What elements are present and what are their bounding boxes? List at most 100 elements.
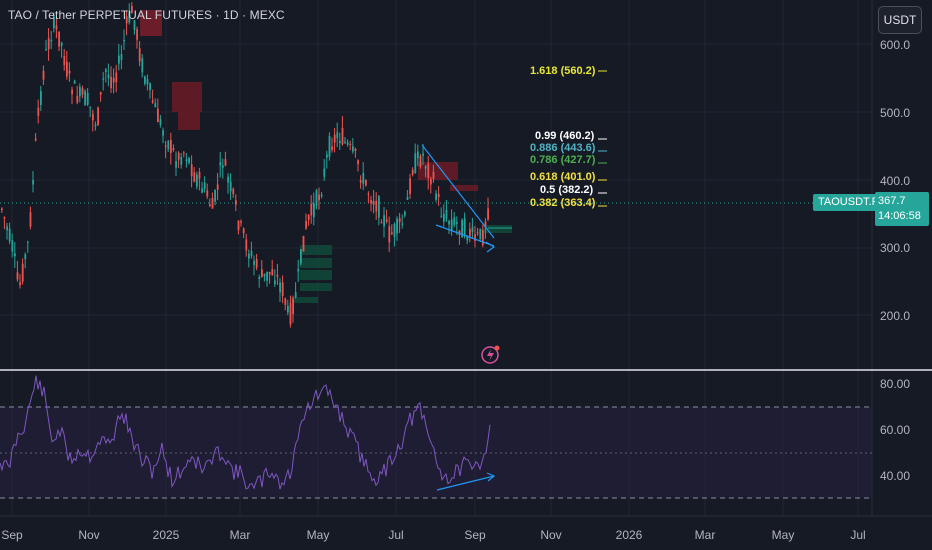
candle-body xyxy=(458,230,461,235)
order-block xyxy=(484,225,512,233)
candle-body xyxy=(180,156,183,165)
candle-body xyxy=(128,11,131,23)
symbol-price-label: TAOUSDT.P xyxy=(813,194,884,211)
candle-body xyxy=(138,48,141,62)
candle-body xyxy=(170,139,172,153)
candle-body xyxy=(292,298,294,315)
time-axis-tick: 2026 xyxy=(615,528,643,542)
candle-body xyxy=(310,203,313,216)
currency-button[interactable]: USDT xyxy=(878,6,922,34)
candle-body xyxy=(164,145,167,147)
candle-body xyxy=(159,119,162,125)
candle-body xyxy=(89,106,92,109)
candle-body xyxy=(232,188,235,194)
candle-body xyxy=(105,69,107,72)
candle-body xyxy=(40,91,42,106)
candle-body xyxy=(375,200,378,212)
drawing-overlays xyxy=(421,70,607,364)
candle-body xyxy=(388,226,391,243)
fib-level-label: 0.5 (382.2) xyxy=(540,184,594,196)
candle-body xyxy=(68,70,71,74)
candle-body xyxy=(245,239,248,251)
candle-body xyxy=(435,193,437,200)
order-block xyxy=(178,112,200,130)
time-axis-tick: Mar xyxy=(694,528,716,542)
order-block xyxy=(300,270,332,280)
candle-body xyxy=(287,305,289,313)
candle-body xyxy=(216,184,219,190)
price-axis-tick: 400.0 xyxy=(880,174,911,188)
candle-body xyxy=(409,178,411,195)
candle-body xyxy=(336,132,339,139)
candle-body xyxy=(219,162,222,166)
candle-body xyxy=(445,210,448,219)
candle-body xyxy=(261,269,263,277)
candle-body xyxy=(198,172,201,179)
candle-body xyxy=(240,221,242,223)
candle-body xyxy=(120,54,123,60)
candle-body xyxy=(211,198,214,209)
candle-body xyxy=(487,208,489,220)
candle-body xyxy=(214,190,216,202)
candle-body xyxy=(268,271,271,275)
candle-body xyxy=(294,292,297,298)
candle-body xyxy=(118,55,120,64)
candle-body xyxy=(307,215,310,220)
candle-body xyxy=(177,152,180,160)
candle-body xyxy=(123,40,125,42)
candle-body xyxy=(250,251,253,256)
candle-body xyxy=(185,159,188,162)
candle-body xyxy=(11,240,14,252)
candle-body xyxy=(45,48,47,50)
candle-body xyxy=(253,260,255,265)
candle-body xyxy=(305,220,307,229)
order-block xyxy=(300,283,332,291)
rsi-panel xyxy=(0,375,872,499)
candle-body xyxy=(482,229,484,246)
time-axis-tick: Sep xyxy=(1,528,23,542)
candle-body xyxy=(359,180,362,183)
candle-body xyxy=(404,211,406,216)
candle-body xyxy=(281,282,284,297)
candle-body xyxy=(357,160,359,165)
fib-level-label: 0.99 (460.2) xyxy=(535,130,595,142)
candle-body xyxy=(456,222,458,224)
candle-body xyxy=(443,213,445,222)
candle-body xyxy=(339,140,341,143)
candle-body xyxy=(476,232,479,234)
candle-body xyxy=(97,107,99,126)
candle-body xyxy=(141,58,144,73)
candle-body xyxy=(349,144,352,146)
candle-body xyxy=(92,113,94,121)
candle-body xyxy=(300,249,302,264)
candle-body xyxy=(50,39,53,42)
candle-body xyxy=(81,88,84,95)
candle-body xyxy=(237,221,240,231)
candle-body xyxy=(3,217,6,219)
fib-level-label: 0.786 (427.7) xyxy=(530,154,596,166)
candle-body xyxy=(297,268,300,272)
candle-body xyxy=(331,146,333,151)
candle-body xyxy=(162,130,164,136)
fib-level-label: 0.886 (443.6) xyxy=(530,142,596,154)
candle-body xyxy=(479,228,482,240)
order-block xyxy=(172,82,202,112)
candle-body xyxy=(235,200,237,205)
candle-body xyxy=(318,194,320,201)
candle-body xyxy=(276,274,279,277)
candle-body xyxy=(385,219,388,222)
candle-body xyxy=(34,138,37,141)
candle-body xyxy=(73,80,76,84)
candle-body xyxy=(372,200,375,205)
candle-body xyxy=(378,196,380,218)
order-block xyxy=(300,258,332,268)
candle-body xyxy=(352,146,354,152)
rsi-divergence-line xyxy=(436,475,495,491)
candle-body xyxy=(461,219,463,238)
candle-body xyxy=(248,253,250,259)
candle-body xyxy=(110,76,112,89)
candle-body xyxy=(328,136,331,157)
candle-body xyxy=(84,91,86,106)
candle-body xyxy=(206,190,209,197)
